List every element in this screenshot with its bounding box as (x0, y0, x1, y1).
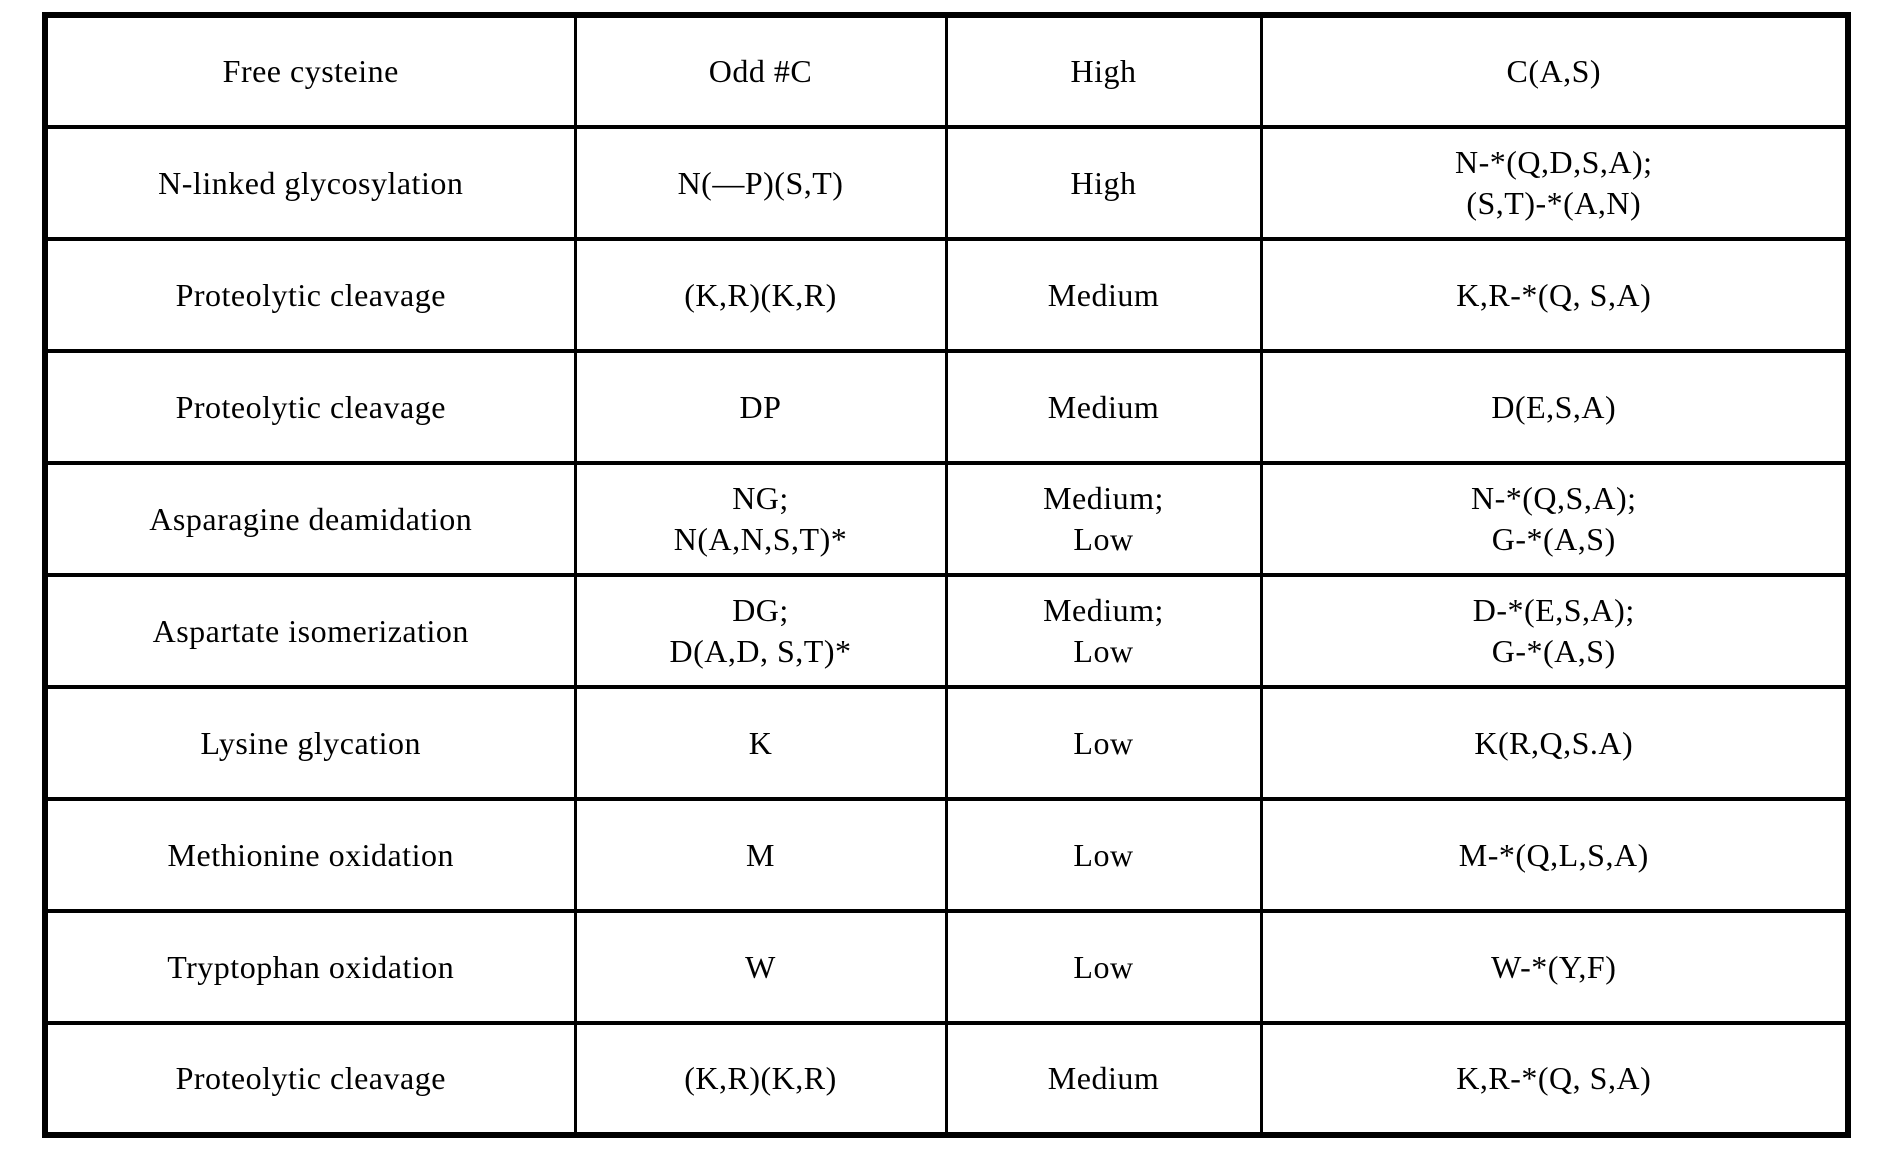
table-row: N-linked glycosylation N(—P)(S,T) High N… (43, 125, 1850, 241)
table-row: Methionine oxidation M Low M-*(Q,L,S,A) (43, 797, 1850, 913)
table-cell-substitution: C(A,S) (1259, 13, 1850, 129)
table-cell-motif: (K,R)(K,R) (573, 237, 948, 353)
table-cell-motif: DP (573, 349, 948, 465)
table-cell-liability: Proteolytic cleavage (43, 237, 577, 353)
table-row: Proteolytic cleavage DP Medium D(E,S,A) (43, 349, 1850, 465)
table-row: Tryptophan oxidation W Low W-*(Y,F) (43, 909, 1850, 1025)
table-cell-motif: (K,R)(K,R) (573, 1021, 948, 1137)
table-cell-liability: Lysine glycation (43, 685, 577, 801)
table-cell-risk: Low (944, 909, 1263, 1025)
table-cell-risk: Medium; Low (944, 573, 1263, 689)
table-cell-motif: M (573, 797, 948, 913)
table-cell-substitution: D(E,S,A) (1259, 349, 1850, 465)
table-cell-substitution: W-*(Y,F) (1259, 909, 1850, 1025)
table-cell-risk: Low (944, 685, 1263, 801)
table-cell-risk: Medium (944, 1021, 1263, 1137)
table-cell-risk: Low (944, 797, 1263, 913)
table-cell-liability: Asparagine deamidation (43, 461, 577, 577)
table-row: Asparagine deamidation NG; N(A,N,S,T)* M… (43, 461, 1850, 577)
table-cell-motif: K (573, 685, 948, 801)
table-cell-substitution: N-*(Q,S,A); G-*(A,S) (1259, 461, 1850, 577)
table-cell-risk: Medium; Low (944, 461, 1263, 577)
table-cell-substitution: K,R-*(Q, S,A) (1259, 237, 1850, 353)
table-cell-liability: Methionine oxidation (43, 797, 577, 913)
table-cell-risk: High (944, 13, 1263, 129)
table-cell-liability: Proteolytic cleavage (43, 1021, 577, 1137)
table-cell-liability: Proteolytic cleavage (43, 349, 577, 465)
table-row: Aspartate isomerization DG; D(A,D, S,T)*… (43, 573, 1850, 689)
table-cell-substitution: M-*(Q,L,S,A) (1259, 797, 1850, 913)
table-row: Proteolytic cleavage (K,R)(K,R) Medium K… (43, 1021, 1850, 1137)
table-cell-liability: Free cysteine (43, 13, 577, 129)
table-cell-motif: N(—P)(S,T) (573, 125, 948, 241)
table-cell-motif: W (573, 909, 948, 1025)
table-cell-liability: N-linked glycosylation (43, 125, 577, 241)
table-cell-risk: Medium (944, 349, 1263, 465)
table-cell-substitution: K,R-*(Q, S,A) (1259, 1021, 1850, 1137)
table-cell-risk: Medium (944, 237, 1263, 353)
table-cell-substitution: N-*(Q,D,S,A); (S,T)-*(A,N) (1259, 125, 1850, 241)
table-row: Lysine glycation K Low K(R,Q,S.A) (43, 685, 1850, 801)
table-cell-motif: NG; N(A,N,S,T)* (573, 461, 948, 577)
table-cell-substitution: D-*(E,S,A); G-*(A,S) (1259, 573, 1850, 689)
table-cell-motif: DG; D(A,D, S,T)* (573, 573, 948, 689)
table-row: Free cysteine Odd #C High C(A,S) (43, 13, 1850, 129)
table-cell-substitution: K(R,Q,S.A) (1259, 685, 1850, 801)
table-cell-liability: Aspartate isomerization (43, 573, 577, 689)
table-row: Proteolytic cleavage (K,R)(K,R) Medium K… (43, 237, 1850, 353)
liability-table: Free cysteine Odd #C High C(A,S) N-linke… (42, 12, 1851, 1138)
table-cell-risk: High (944, 125, 1263, 241)
table-cell-liability: Tryptophan oxidation (43, 909, 577, 1025)
table-cell-motif: Odd #C (573, 13, 948, 129)
